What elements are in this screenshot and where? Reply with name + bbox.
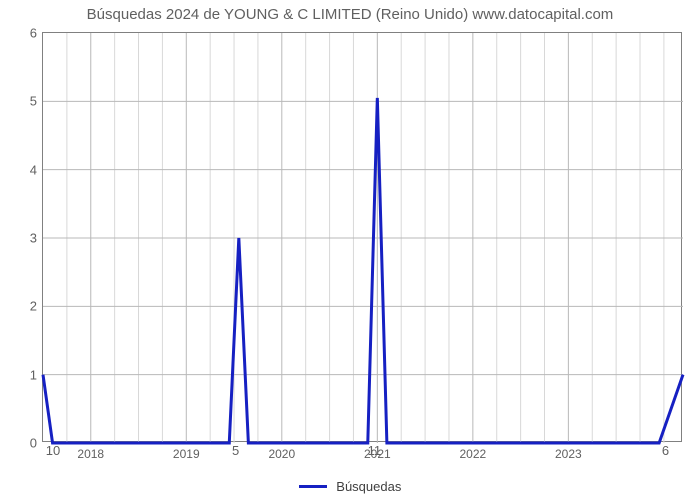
x-tick-label: 2022 (459, 447, 486, 461)
chart-plot-area: 0123456201820192020202120222023105116 (42, 32, 682, 442)
chart-title: Búsquedas 2024 de YOUNG & C LIMITED (Rei… (0, 6, 700, 23)
y-tick-label: 3 (30, 231, 37, 246)
value-label: 10 (46, 443, 60, 458)
y-tick-label: 0 (30, 436, 37, 451)
y-tick-label: 6 (30, 26, 37, 41)
x-tick-label: 2020 (268, 447, 295, 461)
legend-swatch (299, 485, 327, 488)
chart-svg (43, 33, 683, 443)
y-tick-label: 2 (30, 299, 37, 314)
chart-legend: Búsquedas (0, 478, 700, 494)
legend-label: Búsquedas (336, 479, 401, 494)
x-tick-label: 2021 (364, 447, 391, 461)
value-label: 6 (662, 443, 669, 458)
y-tick-label: 4 (30, 162, 37, 177)
x-tick-label: 2023 (555, 447, 582, 461)
x-tick-label: 2018 (77, 447, 104, 461)
x-tick-label: 2019 (173, 447, 200, 461)
value-label: 5 (232, 443, 239, 458)
y-tick-label: 1 (30, 367, 37, 382)
y-tick-label: 5 (30, 94, 37, 109)
